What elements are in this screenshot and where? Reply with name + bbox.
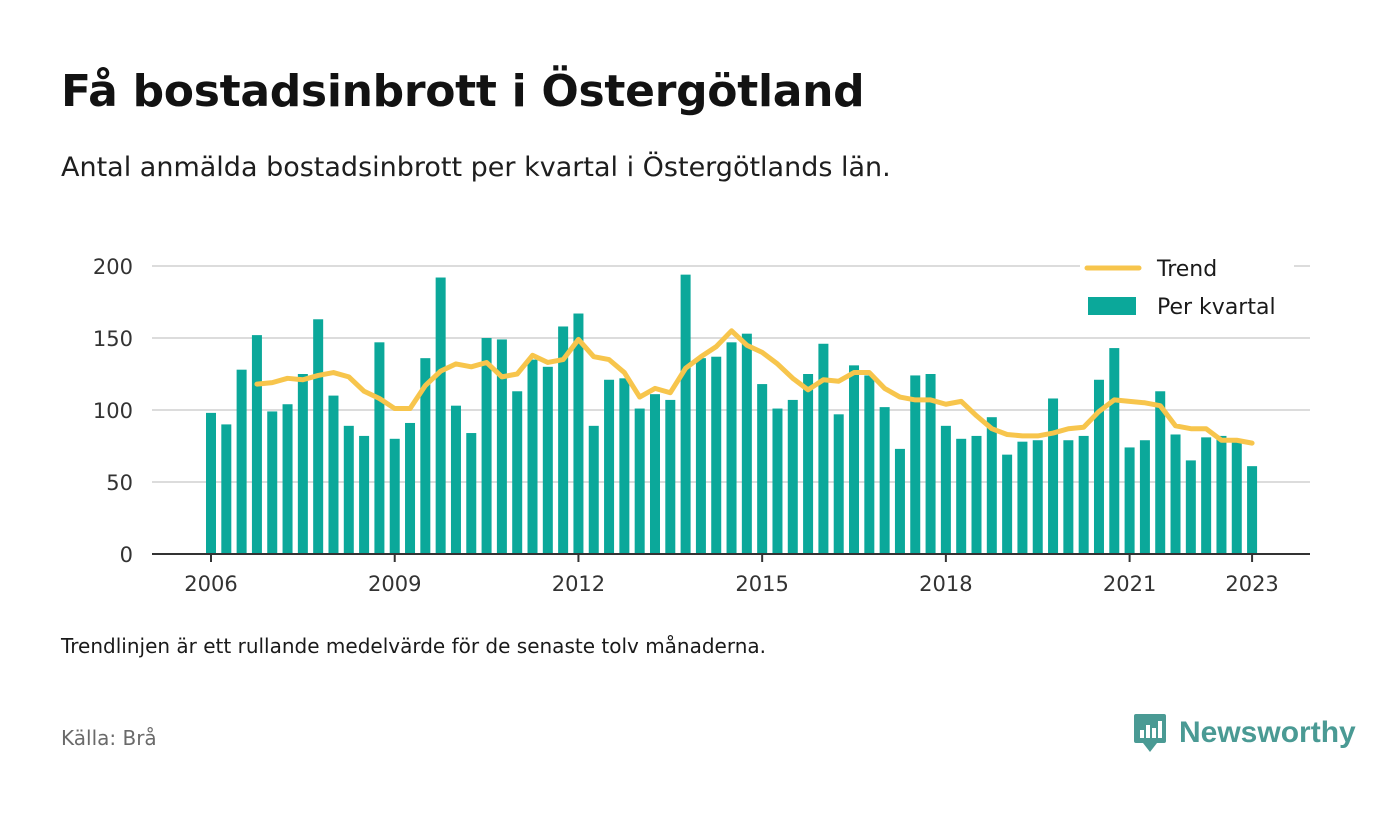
bar [558,326,569,554]
x-tick-label: 2015 [735,572,788,596]
bar [971,435,982,554]
bar [297,374,308,554]
bar [726,342,737,554]
bar [221,424,232,554]
bar [481,338,492,554]
bar [450,405,461,554]
bar [925,374,936,554]
bar [389,438,400,554]
legend-trend-label: Trend [1156,257,1217,282]
axes: 0 50 100 150 200 2006 2009 2012 2015 2018 2021 2023 [93,255,1310,596]
bar [236,369,247,554]
x-tick-label: 2021 [1103,572,1156,596]
bar [313,319,324,554]
bar [405,422,416,554]
bar [496,339,507,554]
bar [343,425,354,554]
y-tick-label: 50 [106,471,133,495]
bar [466,433,477,554]
trend-line [254,328,1255,446]
bar [665,399,676,554]
bar [940,425,951,554]
bar [1002,454,1013,554]
bars [206,274,1258,554]
bar [849,365,860,554]
bar [910,375,921,554]
bar [864,375,875,554]
footnote: Trendlinjen är ett rullande medelvärde f… [61,634,767,658]
y-tick-label: 100 [93,399,133,423]
bar [818,343,829,554]
x-tick-label: 2023 [1225,572,1278,596]
bar [787,399,798,554]
x-tick-label: 2012 [552,572,605,596]
legend: Trend Per kvartal [1080,252,1294,332]
legend-background [1080,252,1294,332]
bar [1247,466,1258,554]
bar [1109,348,1120,554]
x-tick-label: 2018 [919,572,972,596]
y-tick-label: 0 [120,543,133,567]
bar [282,404,293,554]
y-tick-label: 150 [93,327,133,351]
bar [435,277,446,554]
bar [772,408,783,554]
bar [894,448,905,554]
bar [604,379,615,554]
bar [1124,447,1135,554]
bar [374,342,385,554]
bar [1078,435,1089,554]
bar [695,358,706,554]
bar [833,414,844,554]
bar [741,333,752,554]
bar [649,394,660,554]
legend-bar-label: Per kvartal [1157,295,1276,320]
x-tick-label: 2006 [184,572,237,596]
bar [588,425,599,554]
bar [1201,437,1212,554]
chart: 0 50 100 150 200 2006 2009 2012 2015 2018 2021 2023… [92,252,1310,596]
x-tick-label: 2009 [368,572,421,596]
bar [542,366,553,554]
bar [527,359,538,554]
bar [956,438,967,554]
trend-line-group [254,328,1255,446]
bar [1185,460,1196,554]
newsworthy-logo-icon [1134,714,1166,752]
bar [1231,441,1242,554]
bar [1063,440,1074,554]
bar [420,358,431,554]
chart-title: Få bostadsinbrott i Östergötland [61,66,865,117]
source-label: Källa: Brå [61,726,157,750]
chart-subtitle: Antal anmälda bostadsinbrott per kvartal… [61,152,891,183]
newsworthy-logo: Newsworthy [1133,712,1356,754]
bar [634,408,645,554]
bar [1155,391,1166,554]
bar [711,356,722,554]
bar [1216,435,1227,554]
bar [573,313,584,554]
bar [1139,440,1150,554]
y-tick-label: 200 [93,255,133,279]
newsworthy-logo-text: Newsworthy [1179,716,1356,749]
bar [206,412,216,554]
bar [1093,379,1104,554]
bar [328,395,339,554]
bar [267,411,278,554]
bar [1032,440,1043,554]
bar [512,391,523,554]
bar [619,378,630,554]
bar [1017,441,1028,554]
bar [757,384,768,554]
bar [680,274,691,554]
bar [251,335,262,554]
bar [1170,434,1181,554]
bar [803,374,814,554]
legend-bar-swatch [1088,297,1136,315]
bar [986,417,997,554]
bar [359,435,370,554]
bar [1048,398,1059,554]
bar [879,407,890,554]
